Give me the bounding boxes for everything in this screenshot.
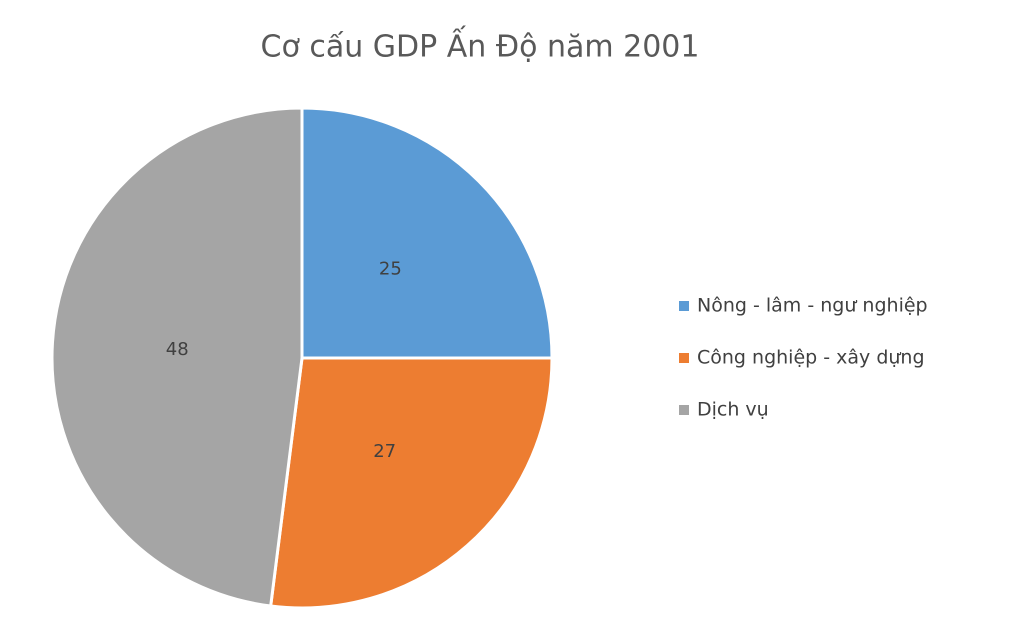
legend-swatch <box>679 353 689 363</box>
legend-label: Nông - lâm - ngư nghiệp <box>697 295 928 317</box>
chart-title: Cơ cấu GDP Ấn Độ năm 2001 <box>261 26 700 65</box>
legend-swatch <box>679 405 689 415</box>
pie-slice <box>300 106 554 360</box>
data-label: 48 <box>166 339 189 360</box>
pie-slice <box>50 106 304 608</box>
legend-swatch <box>679 301 689 311</box>
legend-label: Dịch vụ <box>697 399 769 421</box>
legend-label: Công nghiệp - xây dựng <box>697 347 925 369</box>
data-label: 27 <box>373 441 396 462</box>
data-label: 25 <box>379 259 402 280</box>
pie-slice <box>268 356 554 610</box>
